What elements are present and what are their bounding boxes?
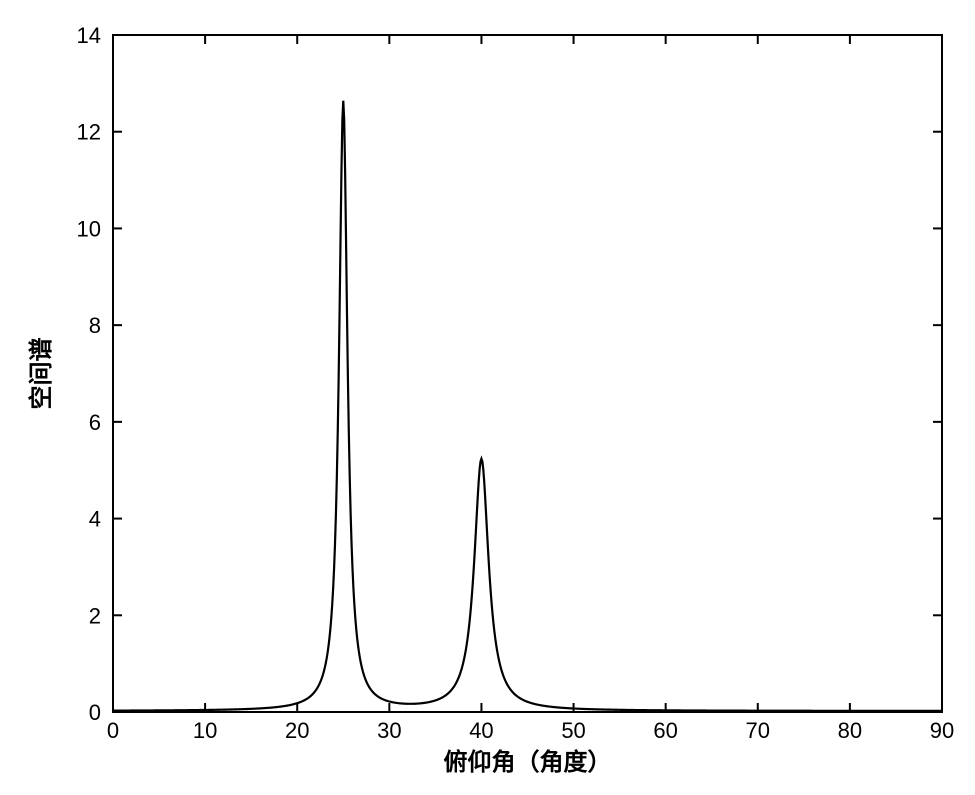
x-tick-label: 10 (193, 718, 217, 743)
spectrum-chart: 0102030405060708090 02468101214 俯仰角（角度） … (0, 0, 975, 795)
plot-box (113, 35, 942, 712)
chart-svg: 0102030405060708090 02468101214 俯仰角（角度） … (0, 0, 975, 795)
x-tick-label: 50 (561, 718, 585, 743)
y-tick-label: 10 (77, 216, 101, 241)
y-tick-label: 6 (89, 410, 101, 435)
y-tick-label: 4 (89, 507, 101, 532)
y-tick-label: 14 (77, 23, 101, 48)
x-tick-label: 40 (469, 718, 493, 743)
x-tick-label: 0 (107, 718, 119, 743)
x-axis-label: 俯仰角（角度） (444, 748, 612, 776)
x-tick-label: 80 (838, 718, 862, 743)
y-ticks-left (113, 35, 122, 712)
y-tick-labels: 0 2 4 6 8 10 12 14 (77, 23, 101, 725)
y-tick-label: 8 (89, 313, 101, 338)
y-tick-label: 2 (89, 603, 101, 628)
y-tick-label: 12 (77, 120, 101, 145)
x-tick-label: 90 (930, 718, 954, 743)
x-ticks-top (113, 35, 942, 44)
y-axis-label: 空间谱 (27, 338, 55, 410)
y-ticks-right (933, 35, 942, 712)
x-tick-label: 30 (377, 718, 401, 743)
y-tick-label: 0 (89, 700, 101, 725)
spectrum-line (113, 101, 942, 711)
x-tick-label: 60 (653, 718, 677, 743)
x-tick-labels: 0 10 20 30 40 50 60 70 80 90 (107, 718, 954, 743)
x-tick-label: 20 (285, 718, 309, 743)
x-tick-label: 70 (746, 718, 770, 743)
